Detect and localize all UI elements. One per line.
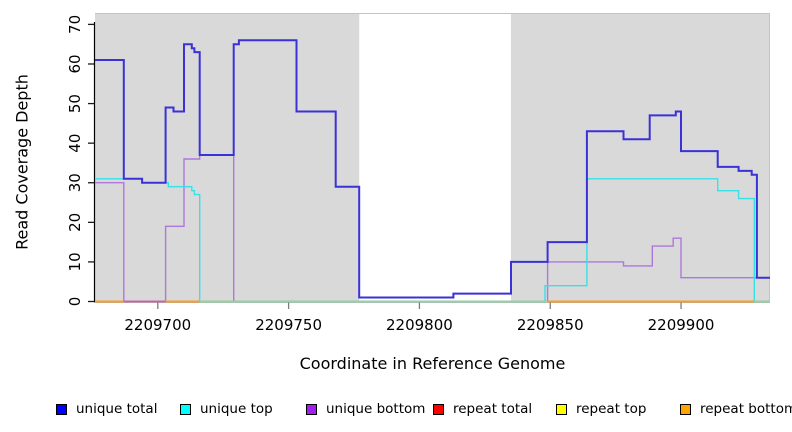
x-tick-label: 2209900 (648, 316, 715, 334)
legend-swatch-repeat-total (433, 403, 444, 415)
legend-swatch-repeat-top (556, 403, 567, 415)
legend-label: repeat total (453, 401, 533, 417)
series-line-unique-total (95, 39, 770, 299)
x-tick-label: 2209750 (255, 316, 322, 334)
legend-swatch-unique-bottom (306, 403, 317, 415)
legend-label: unique top (200, 401, 273, 417)
legend-item-repeat-total: repeat total (433, 399, 532, 419)
legend-item-unique-total: unique total (56, 399, 157, 419)
legend-item-repeat-bottom: repeat bottom (680, 399, 792, 419)
legend-swatch-unique-top (180, 403, 191, 415)
legend: unique total unique top unique bottom repea… (0, 399, 792, 421)
y-axis-title: Read Coverage Depth (12, 74, 32, 250)
y-tick-label: 30 (66, 173, 84, 192)
plot-border (95, 13, 770, 302)
legend-item-unique-bottom: unique bottom (306, 399, 425, 419)
y-tick-label: 0 (66, 297, 84, 307)
y-tick-label: 10 (66, 252, 84, 271)
x-axis-title: Coordinate in Reference Genome (299, 354, 566, 373)
shaded-region-0 (95, 13, 360, 302)
legend-label: unique total (76, 401, 158, 417)
legend-label: repeat bottom (700, 401, 792, 417)
y-tick-label: 50 (66, 94, 84, 113)
y-tick-label: 70 (66, 15, 84, 34)
legend-item-repeat-top: repeat top (556, 399, 646, 419)
x-tick-label: 2209850 (517, 316, 584, 334)
y-tick-label: 40 (66, 134, 84, 153)
x-tick-label: 2209700 (124, 316, 191, 334)
legend-swatch-repeat-bottom (680, 403, 691, 415)
y-tick-label: 20 (66, 213, 84, 232)
legend-label: unique bottom (326, 401, 426, 417)
y-tick-label: 60 (66, 54, 84, 73)
shaded-region-1 (510, 13, 770, 302)
legend-label: repeat top (576, 401, 647, 417)
legend-swatch-unique-total (56, 403, 67, 415)
legend-item-unique-top: unique top (180, 399, 273, 419)
x-tick-label: 2209800 (386, 316, 453, 334)
